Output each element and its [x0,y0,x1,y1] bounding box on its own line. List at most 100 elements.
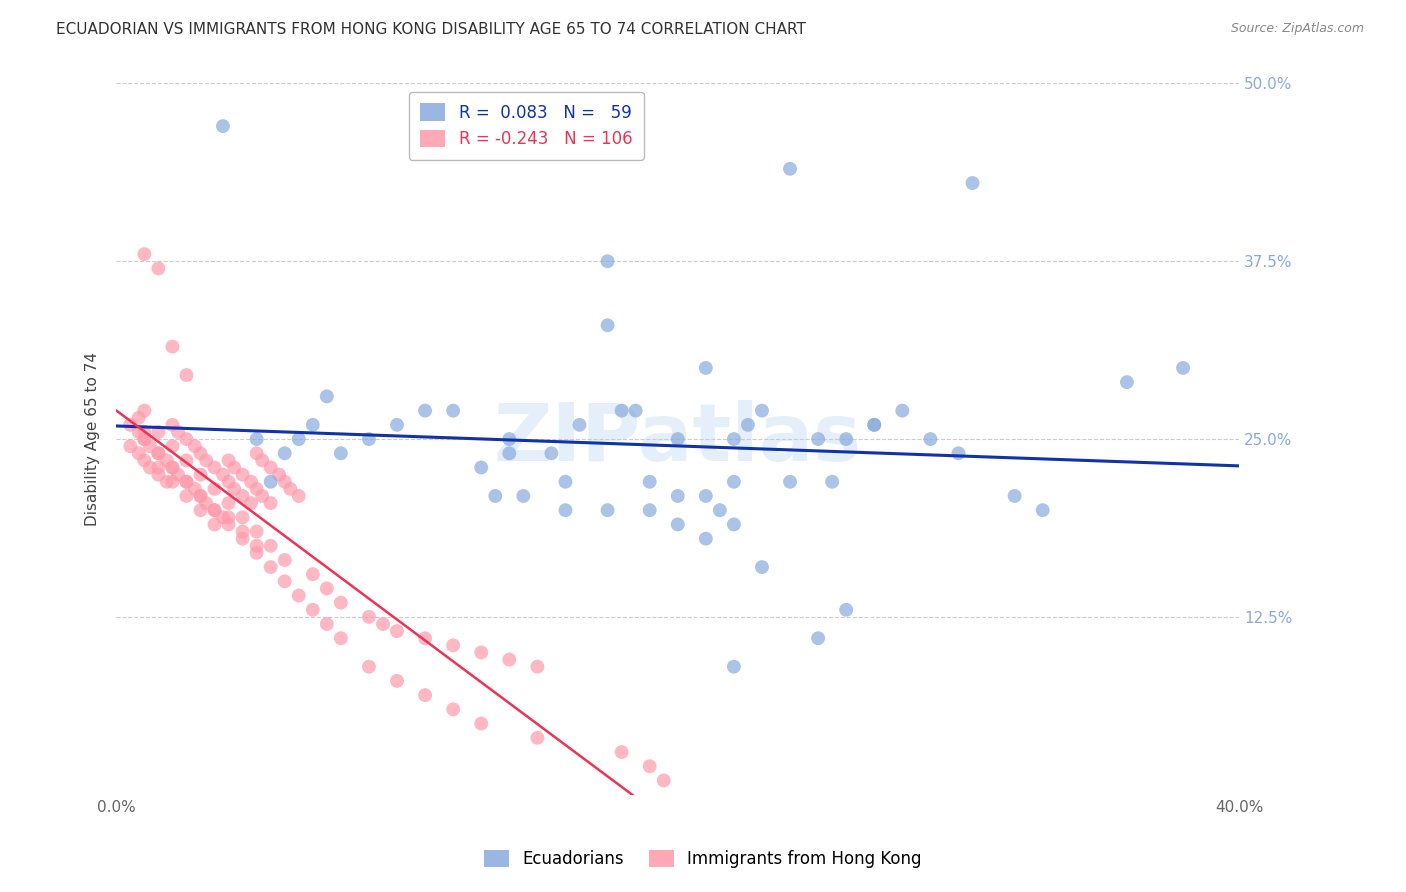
Point [526,659,548,673]
Point [498,446,520,460]
Point [638,475,661,489]
Point [134,403,156,417]
Point [470,460,492,475]
Point [167,467,190,482]
Point [232,510,254,524]
Point [176,475,198,489]
Point [287,432,309,446]
Point [148,446,170,460]
Point [176,368,198,382]
Point [190,446,212,460]
Point [301,417,323,432]
Point [554,503,576,517]
Point [278,482,301,496]
Point [176,432,198,446]
Point [260,496,283,510]
Point [128,410,150,425]
Point [139,460,162,475]
Point [190,503,212,517]
Point [148,467,170,482]
Point [162,439,184,453]
Point [385,417,408,432]
Point [260,475,283,489]
Point [162,460,184,475]
Point [134,453,156,467]
Point [526,731,548,745]
Point [134,432,156,446]
Point [385,673,408,688]
Point [148,446,170,460]
Point [128,446,150,460]
Point [779,161,801,176]
Point [176,475,198,489]
Point [195,453,218,467]
Point [218,496,240,510]
Point [315,617,337,632]
Point [252,489,274,503]
Text: Source: ZipAtlas.com: Source: ZipAtlas.com [1230,22,1364,36]
Point [269,467,291,482]
Point [498,432,520,446]
Point [737,417,759,432]
Point [470,716,492,731]
Point [666,432,689,446]
Point [441,702,464,716]
Point [134,432,156,446]
Point [863,417,886,432]
Point [1171,360,1194,375]
Point [624,403,647,417]
Point [246,524,269,539]
Point [148,425,170,439]
Point [596,503,619,517]
Point [540,446,562,460]
Point [835,432,858,446]
Point [301,603,323,617]
Point [441,638,464,652]
Point [470,645,492,659]
Point [232,532,254,546]
Point [695,489,717,503]
Point [596,254,619,268]
Point [315,582,337,596]
Y-axis label: Disability Age 65 to 74: Disability Age 65 to 74 [86,352,100,526]
Point [184,482,207,496]
Point [357,432,380,446]
Point [246,432,269,446]
Point [666,517,689,532]
Point [148,261,170,276]
Point [162,475,184,489]
Point [948,446,970,460]
Point [371,617,394,632]
Point [273,553,295,567]
Point [512,489,534,503]
Point [134,425,156,439]
Point [204,482,226,496]
Point [638,759,661,773]
Point [246,482,269,496]
Point [413,688,436,702]
Point [139,439,162,453]
Point [709,503,731,517]
Point [596,318,619,333]
Point [232,524,254,539]
Point [962,176,984,190]
Point [218,517,240,532]
Point [204,460,226,475]
Point [357,659,380,673]
Point [204,503,226,517]
Legend: Ecuadorians, Immigrants from Hong Kong: Ecuadorians, Immigrants from Hong Kong [478,843,928,875]
Point [246,539,269,553]
Text: ZIPatlas: ZIPatlas [494,401,862,478]
Point [204,503,226,517]
Point [162,417,184,432]
Point [273,574,295,589]
Point [695,360,717,375]
Point [807,631,830,645]
Point [554,475,576,489]
Point [260,560,283,574]
Point [638,503,661,517]
Point [835,603,858,617]
Point [287,489,309,503]
Point [484,489,506,503]
Point [357,610,380,624]
